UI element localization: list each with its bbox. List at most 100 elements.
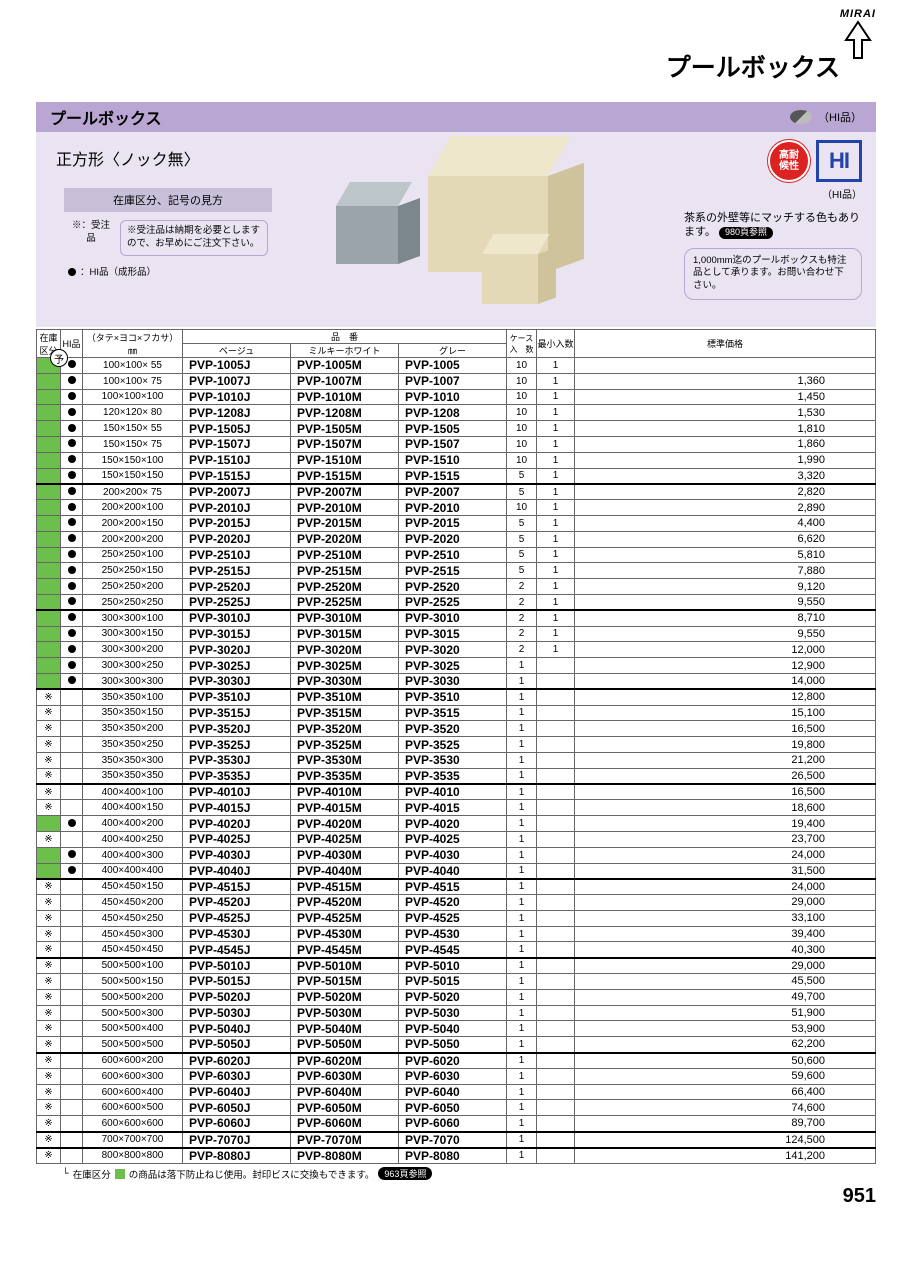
cell-pn-milky: PVP-7070M	[291, 1132, 399, 1148]
cell-case: 1	[507, 831, 537, 847]
table-row: ※350×350×200PVP-3520JPVP-3520MPVP-352011…	[37, 721, 876, 737]
cell-case: 1	[507, 879, 537, 895]
cell-pn-gray: PVP-5040	[399, 1021, 507, 1037]
cell-pn-beige: PVP-4025J	[183, 831, 291, 847]
hero-panel: 正方形〈ノック無〉 在庫区分、記号の見方 ※：受注品 ※受注品は納期を必要としま…	[36, 132, 876, 327]
cell-min	[537, 1021, 575, 1037]
table-row: 150×150×150PVP-1515JPVP-1515MPVP-1515513…	[37, 468, 876, 484]
cell-pn-gray: PVP-7070	[399, 1132, 507, 1148]
cell-stock: ※	[37, 989, 61, 1005]
cell-hi	[61, 926, 83, 942]
cell-dim: 350×350×300	[83, 752, 183, 768]
cell-pn-beige: PVP-3515J	[183, 705, 291, 721]
cell-pn-milky: PVP-3015M	[291, 626, 399, 642]
cell-price: 89,700	[575, 1116, 876, 1132]
cell-pn-beige: PVP-1005J	[183, 358, 291, 374]
section-bar: プールボックス （HI品）	[36, 102, 876, 132]
cell-dim: 200×200×150	[83, 515, 183, 531]
cell-case: 1	[507, 1005, 537, 1021]
cell-case: 1	[507, 768, 537, 784]
cell-price: 31,500	[575, 863, 876, 879]
cell-stock	[37, 515, 61, 531]
cell-case: 2	[507, 626, 537, 642]
cell-price: 24,000	[575, 847, 876, 863]
cell-dim: 450×450×300	[83, 926, 183, 942]
cell-dim: 600×600×300	[83, 1068, 183, 1084]
th-milky: ミルキーホワイト	[291, 344, 399, 358]
cell-min	[537, 658, 575, 674]
cell-pn-milky: PVP-4030M	[291, 847, 399, 863]
cell-case: 10	[507, 452, 537, 468]
cell-pn-gray: PVP-4520	[399, 895, 507, 911]
cell-hi	[61, 452, 83, 468]
table-row: 300×300×100PVP-3010JPVP-3010MPVP-3010218…	[37, 610, 876, 626]
cell-case: 10	[507, 358, 537, 374]
cell-pn-beige: PVP-4515J	[183, 879, 291, 895]
th-dim: （タテ×ヨコ×フカサ）㎜	[83, 330, 183, 358]
cell-stock: ※	[37, 752, 61, 768]
cell-stock: ※	[37, 1132, 61, 1148]
cell-price: 16,500	[575, 721, 876, 737]
cell-price: 59,600	[575, 1068, 876, 1084]
brand-logo: MIRAI	[840, 8, 876, 63]
cell-min	[537, 1053, 575, 1069]
cell-stock: ※	[37, 705, 61, 721]
cell-pn-milky: PVP-4515M	[291, 879, 399, 895]
cell-price: 49,700	[575, 989, 876, 1005]
brand-name: MIRAI	[840, 8, 876, 20]
cell-hi	[61, 515, 83, 531]
cell-stock	[37, 673, 61, 689]
cell-case: 1	[507, 1084, 537, 1100]
cell-pn-beige: PVP-2525J	[183, 594, 291, 610]
cell-dim: 400×400×200	[83, 816, 183, 832]
table-row: ※500×500×150PVP-5015JPVP-5015MPVP-501514…	[37, 974, 876, 990]
table-row: ※500×500×400PVP-5040JPVP-5040MPVP-504015…	[37, 1021, 876, 1037]
cell-pn-beige: PVP-2007J	[183, 484, 291, 500]
cell-case: 1	[507, 705, 537, 721]
cell-case: 10	[507, 405, 537, 421]
cell-stock	[37, 531, 61, 547]
cell-case: 1	[507, 958, 537, 974]
table-row: 100×100× 55PVP-1005JPVP-1005MPVP-1005101	[37, 358, 876, 374]
cell-min	[537, 863, 575, 879]
cell-price: 45,500	[575, 974, 876, 990]
cell-pn-milky: PVP-4015M	[291, 800, 399, 816]
cell-case: 1	[507, 752, 537, 768]
cell-case: 1	[507, 784, 537, 800]
cell-pn-gray: PVP-4010	[399, 784, 507, 800]
cell-pn-milky: PVP-3525M	[291, 737, 399, 753]
cell-hi	[61, 942, 83, 958]
cell-pn-milky: PVP-6050M	[291, 1100, 399, 1116]
cell-pn-milky: PVP-1208M	[291, 405, 399, 421]
cell-hi	[61, 800, 83, 816]
cell-pn-milky: PVP-4010M	[291, 784, 399, 800]
cell-case: 1	[507, 737, 537, 753]
cell-hi	[61, 910, 83, 926]
cell-hi	[61, 373, 83, 389]
cell-stock	[37, 436, 61, 452]
cell-min	[537, 942, 575, 958]
table-row: ※450×450×450PVP-4545JPVP-4545MPVP-454514…	[37, 942, 876, 958]
cell-pn-beige: PVP-3015J	[183, 626, 291, 642]
cell-pn-beige: PVP-2515J	[183, 563, 291, 579]
cell-price: 1,860	[575, 436, 876, 452]
cell-hi	[61, 468, 83, 484]
section-title: プールボックス	[50, 105, 162, 129]
cell-case: 1	[507, 1068, 537, 1084]
cell-pn-beige: PVP-5015J	[183, 974, 291, 990]
cell-pn-milky: PVP-2010M	[291, 500, 399, 516]
cell-pn-beige: PVP-7070J	[183, 1132, 291, 1148]
cell-min	[537, 816, 575, 832]
cell-case: 1	[507, 942, 537, 958]
cell-hi	[61, 531, 83, 547]
table-row: ※800×800×800PVP-8080JPVP-8080MPVP-808011…	[37, 1148, 876, 1164]
cell-price: 3,320	[575, 468, 876, 484]
cell-min: 1	[537, 547, 575, 563]
cell-min: 1	[537, 468, 575, 484]
cell-hi	[61, 847, 83, 863]
cell-stock: ※	[37, 1100, 61, 1116]
cell-min	[537, 1100, 575, 1116]
cell-hi	[61, 689, 83, 705]
cell-stock: ※	[37, 721, 61, 737]
cell-price	[575, 358, 876, 374]
